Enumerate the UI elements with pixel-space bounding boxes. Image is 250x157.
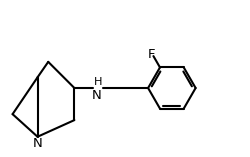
Text: H: H [94,77,102,87]
Text: F: F [147,48,155,61]
Text: N: N [32,137,42,150]
Text: N: N [92,89,102,102]
